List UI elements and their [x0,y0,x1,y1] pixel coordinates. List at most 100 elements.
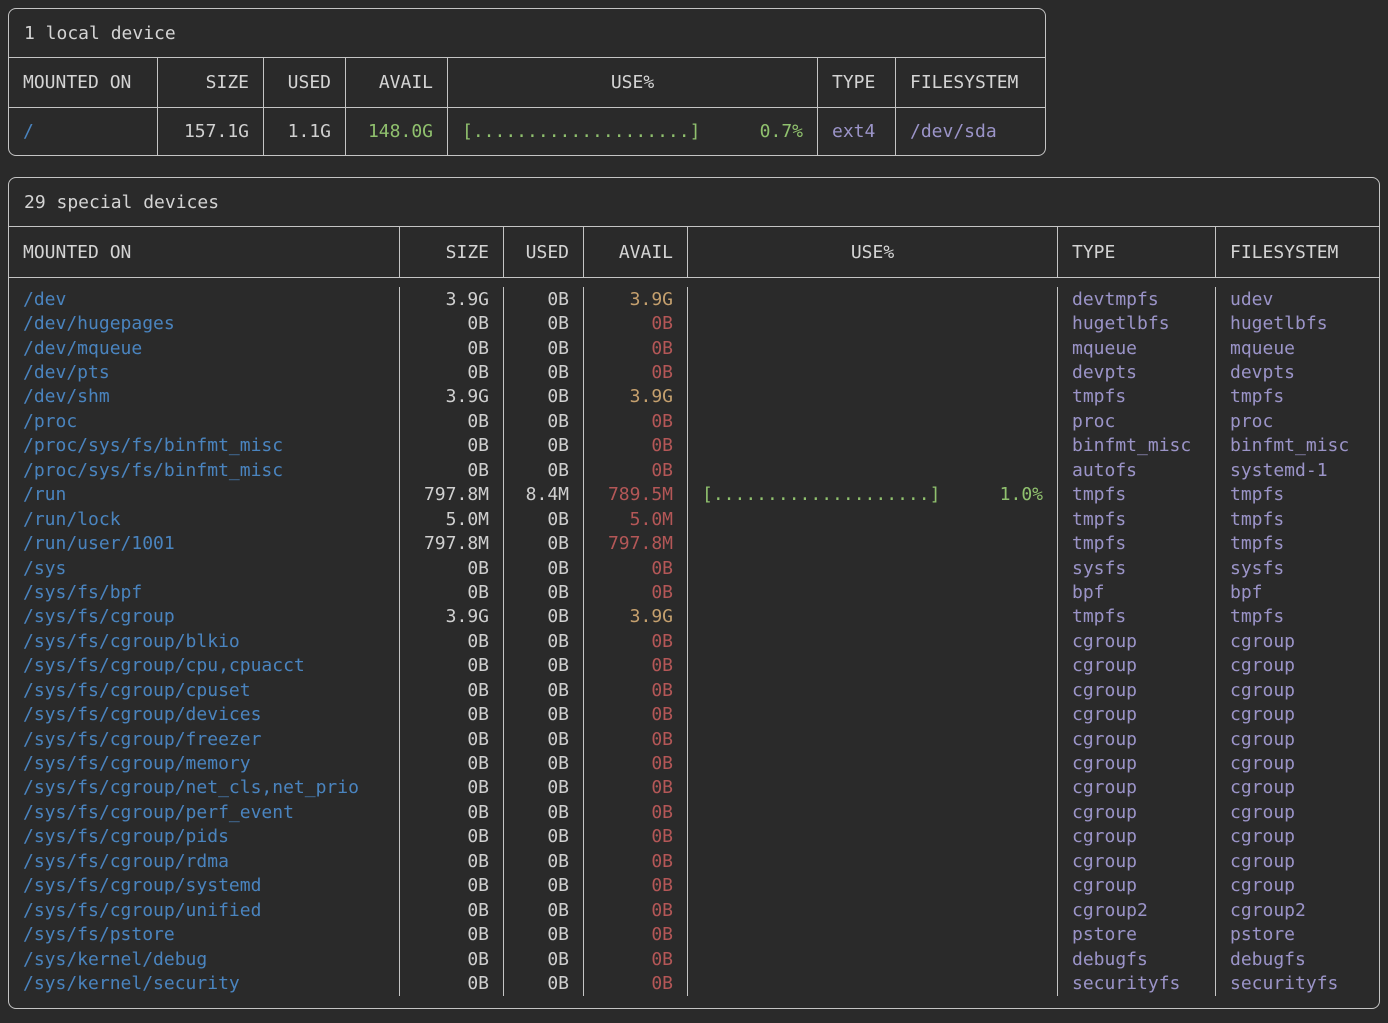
avail-cell: 0B [583,629,687,654]
column-header-type: TYPE [1057,227,1215,277]
mount-point-cell: /dev [23,288,67,310]
column-header-size: SIZE [399,227,503,277]
avail-cell: 0B [583,433,687,459]
column-header-mounted-on: MOUNTED ON [23,72,132,93]
use-percent-cell [687,653,1057,678]
use-percent-cell [687,531,1057,556]
filesystem-cell: cgroup2 [1215,897,1379,923]
used-cell: 0B [503,678,583,703]
size-cell: 0B [399,897,503,923]
filesystem-cell: udev [1215,287,1379,312]
type-cell: mqueue [1057,335,1215,361]
used-cell: 0B [503,604,583,630]
avail-cell: 0B [583,702,687,727]
avail-cell: 0B [583,800,687,825]
column-header-used: USED [503,227,583,277]
size-cell: 0B [399,824,503,850]
used-cell: 0B [503,873,583,898]
mount-point-cell: /sys/fs/cgroup/pids [23,826,229,848]
size-cell: 0B [399,311,503,336]
size-cell: 797.8M [399,531,503,556]
mount-point-cell: /proc/sys/fs/binfmt_misc [23,435,284,457]
filesystem-cell: binfmt_misc [1215,433,1379,459]
type-cell: tmpfs [1057,506,1215,532]
use-percent-cell [687,678,1057,703]
avail-cell: 0B [583,873,687,898]
mount-point-cell: /sys/fs/cgroup/freezer [23,728,262,750]
size-cell: 797.8M [399,482,503,507]
table-row: /dev 3.9G 0B 3.9G devtmpfs udev [9,287,1379,312]
use-percent-cell [687,897,1057,923]
filesystem-cell: devpts [1215,360,1379,385]
type-cell: hugetlbfs [1057,311,1215,336]
type-cell: tmpfs [1057,384,1215,410]
use-percent-cell [687,360,1057,385]
column-header-filesystem: FILESYSTEM [1215,227,1379,277]
filesystem-cell: cgroup [1215,751,1379,776]
type-cell: tmpfs [1057,531,1215,556]
type-cell: cgroup [1057,629,1215,654]
filesystem-cell: cgroup [1215,726,1379,752]
mount-point-cell: /sys/fs/cgroup [23,606,175,628]
use-percent-cell: [....................] 1.0% [687,482,1057,507]
mount-point-cell: /sys/fs/pstore [23,924,175,946]
use-percent-cell [687,775,1057,801]
used-cell: 0B [503,971,583,996]
size-cell: 0B [399,800,503,825]
size-cell: 0B [399,971,503,996]
size-cell: 0B [399,580,503,605]
type-cell: devtmpfs [1057,287,1215,312]
type-cell: cgroup [1057,678,1215,703]
column-header-size: SIZE [157,58,263,107]
used-cell: 0B [503,702,583,727]
avail-cell: 3.9G [583,384,687,410]
size-cell: 0B [399,946,503,972]
filesystem-cell: pstore [1215,922,1379,947]
mount-point-cell: /sys/kernel/security [23,972,240,994]
special-devices-body: /dev 3.9G 0B 3.9G devtmpfs udev/dev/hugepages… [9,278,1379,1008]
mount-point-cell: /sys/fs/cgroup/net_cls,net_prio [23,777,359,799]
type-cell: cgroup [1057,824,1215,850]
column-header-use-percent: USE% [687,227,1057,277]
table-row: /sys 0B 0B 0B sysfs sysfs [9,555,1379,581]
type-cell: binfmt_misc [1057,433,1215,459]
type-cell: ext4 [817,108,895,155]
filesystem-cell: tmpfs [1215,384,1379,410]
mount-point-cell: /dev/pts [23,362,110,384]
avail-cell: 797.8M [583,531,687,556]
size-cell: 0B [399,702,503,727]
type-cell: cgroup [1057,800,1215,825]
avail-cell: 0B [583,360,687,385]
special-devices-title: 29 special devices [9,178,1379,227]
size-cell: 3.9G [399,287,503,312]
avail-cell: 148.0G [345,108,447,155]
usage-bar: [....................] [462,121,701,142]
size-cell: 0B [399,629,503,654]
use-percent-cell: [....................] 0.7% [447,108,817,155]
use-percent-cell [687,604,1057,630]
avail-cell: 3.9G [583,604,687,630]
filesystem-cell: cgroup [1215,873,1379,898]
table-row: /dev/hugepages 0B 0B 0B hugetlbfs hugetlbfs [9,311,1379,336]
size-cell: 0B [399,555,503,581]
usage-percent: 1.0% [999,484,1043,506]
table-row: /sys/fs/pstore 0B 0B 0B pstore pstore [9,922,1379,947]
avail-cell: 0B [583,580,687,605]
avail-cell: 0B [583,555,687,581]
table-row: /sys/fs/cgroup/cpu,cpuacct 0B 0B 0B cgroup cg… [9,653,1379,678]
used-cell: 1.1G [263,108,345,155]
size-cell: 0B [399,678,503,703]
used-cell: 0B [503,824,583,850]
size-cell: 5.0M [399,506,503,532]
use-percent-cell [687,726,1057,752]
table-row: /sys/fs/cgroup/unified 0B 0B 0B cgroup2 cgrou… [9,897,1379,923]
filesystem-cell: cgroup [1215,702,1379,727]
table-row: /dev/shm 3.9G 0B 3.9G tmpfs tmpfs [9,384,1379,410]
mount-point-cell: /sys/fs/cgroup/unified [23,899,262,921]
size-cell: 0B [399,335,503,361]
special-devices-header-row: MOUNTED ON SIZE USED AVAIL USE% TYPE FIL… [9,227,1379,278]
mount-point-cell: /sys [23,557,67,579]
used-cell: 0B [503,311,583,336]
size-cell: 0B [399,409,503,434]
size-cell: 0B [399,922,503,947]
